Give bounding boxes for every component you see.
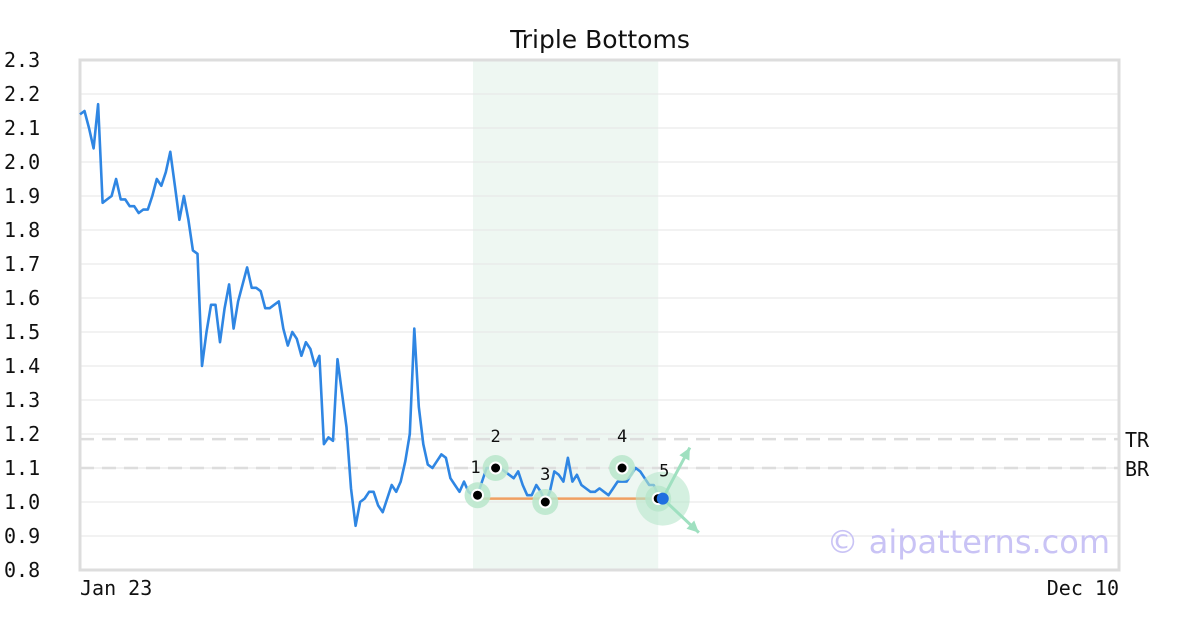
y-tick-label: 1.1 (4, 456, 40, 480)
y-tick-label: 1.0 (4, 490, 40, 514)
projection-arrowhead (679, 447, 690, 461)
y-tick-label: 1.2 (4, 422, 40, 446)
y-axis: 2.3 2.2 2.1 2.0 1.9 1.8 1.7 1.6 1.5 1.4 1.3 1.2 1.1 1… (4, 48, 40, 582)
chart-title: Triple Bottoms (509, 25, 690, 54)
y-tick-label: 1.7 (4, 252, 40, 276)
pivot-label: 1 (470, 458, 480, 478)
y-tick-label: 2.0 (4, 150, 40, 174)
y-tick-label: 0.8 (4, 558, 40, 582)
x-label-end: Dec 10 (1047, 576, 1119, 600)
pivot-point (471, 488, 485, 502)
pivot-label: 3 (540, 465, 550, 485)
level-lines: TR BR (80, 428, 1150, 481)
level-label-tr: TR (1125, 428, 1150, 452)
pivot-label: 2 (490, 427, 500, 447)
y-tick-label: 0.9 (4, 524, 40, 548)
projection-arrowhead (686, 520, 699, 533)
pivot-point (489, 461, 503, 475)
pivot-point (538, 495, 552, 509)
y-tick-label: 1.6 (4, 286, 40, 310)
pattern-zone-band (473, 60, 659, 570)
y-tick-label: 2.1 (4, 116, 40, 140)
plot-border (78, 58, 1121, 572)
breakout-point (656, 492, 669, 505)
y-tick-label: 1.9 (4, 184, 40, 208)
y-tick-label: 2.2 (4, 82, 40, 106)
pivot-label: 4 (617, 427, 627, 447)
level-label-br: BR (1125, 457, 1150, 481)
x-axis: Jan 23 Dec 10 (80, 576, 1119, 600)
price-line (79, 102, 664, 528)
watermark: © aipatterns.com (827, 523, 1110, 561)
y-tick-label: 1.5 (4, 320, 40, 344)
y-tick-label: 1.3 (4, 388, 40, 412)
pattern-zone (473, 60, 659, 570)
y-tick-label: 2.3 (4, 48, 40, 72)
pivot-label: 5 (659, 462, 669, 482)
x-label-start: Jan 23 (80, 576, 152, 600)
plot-frame (78, 58, 1121, 572)
pattern-overlay: 12 3 4 5 (464, 427, 700, 534)
y-tick-label: 1.4 (4, 354, 40, 378)
pivot-point (615, 461, 629, 475)
price-series (79, 102, 664, 528)
y-tick-label: 1.8 (4, 218, 40, 242)
